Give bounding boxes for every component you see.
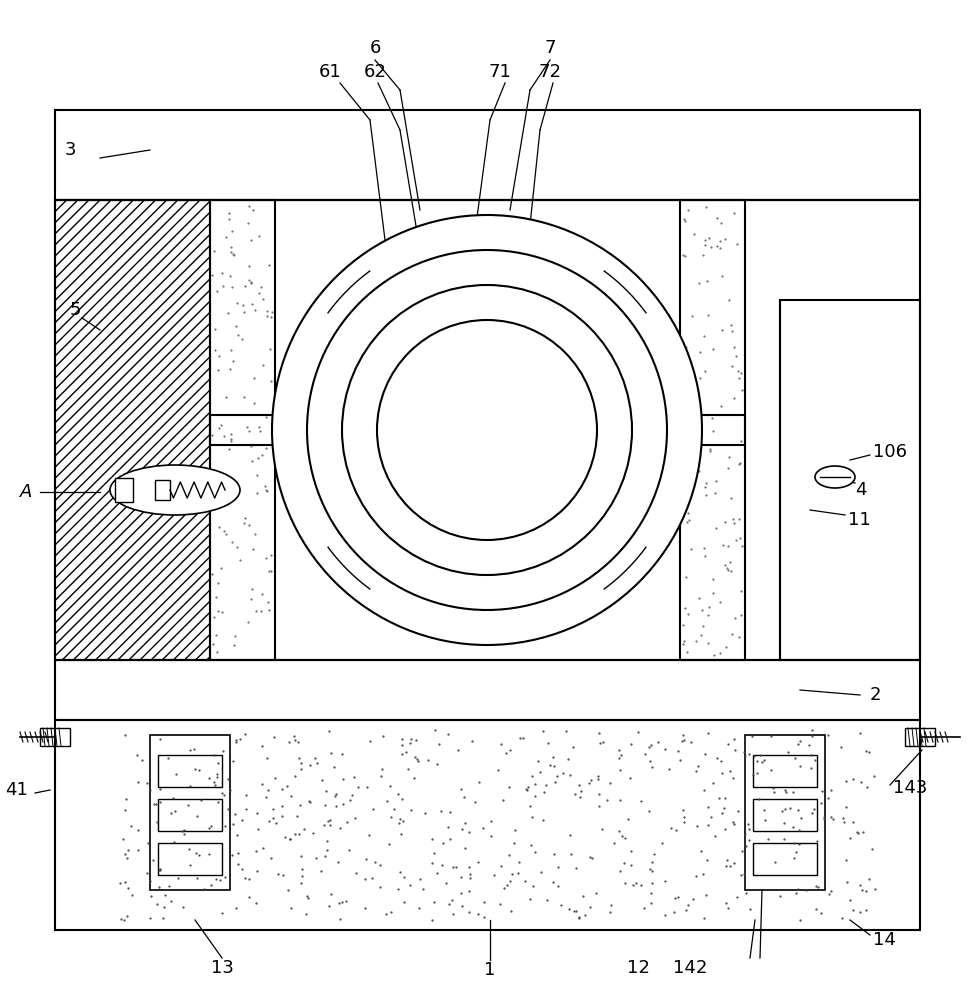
Text: 7: 7 [544, 39, 556, 57]
Bar [745, 735, 825, 890]
Circle shape [342, 285, 632, 575]
Bar [753, 843, 817, 875]
Ellipse shape [815, 466, 855, 488]
Text: 11: 11 [848, 511, 871, 529]
Text: A: A [20, 483, 32, 501]
Bar [55, 660, 920, 720]
Bar [210, 200, 275, 660]
Text: 5: 5 [70, 301, 82, 319]
Bar [55, 110, 920, 200]
Text: 62: 62 [364, 63, 386, 81]
Bar [680, 200, 745, 660]
Bar [115, 478, 133, 502]
Bar [905, 728, 935, 746]
Text: 106: 106 [873, 443, 907, 461]
Bar [158, 843, 222, 875]
Ellipse shape [110, 465, 240, 515]
Bar [753, 799, 817, 831]
Text: 2: 2 [870, 686, 881, 704]
Bar [150, 735, 230, 890]
Text: 61: 61 [319, 63, 341, 81]
Text: 12: 12 [627, 959, 649, 977]
Bar [158, 799, 222, 831]
Text: 13: 13 [211, 959, 233, 977]
Text: 14: 14 [873, 931, 896, 949]
Text: 143: 143 [893, 779, 927, 797]
Text: 3: 3 [65, 141, 76, 159]
Bar [753, 755, 817, 787]
Bar [210, 415, 745, 445]
Text: 4: 4 [855, 481, 867, 499]
Text: 71: 71 [488, 63, 512, 81]
Text: 142: 142 [673, 959, 707, 977]
Circle shape [377, 320, 597, 540]
Text: 6: 6 [370, 39, 380, 57]
Circle shape [272, 215, 702, 645]
Bar [55, 200, 920, 660]
Bar [158, 755, 222, 787]
Bar [155, 480, 170, 500]
Bar [55, 200, 210, 660]
Text: 72: 72 [538, 63, 562, 81]
Bar [40, 728, 70, 746]
Bar [55, 720, 920, 930]
Text: 41: 41 [5, 781, 28, 799]
Circle shape [307, 250, 667, 610]
Text: 1: 1 [485, 961, 495, 979]
Bar [780, 300, 920, 660]
